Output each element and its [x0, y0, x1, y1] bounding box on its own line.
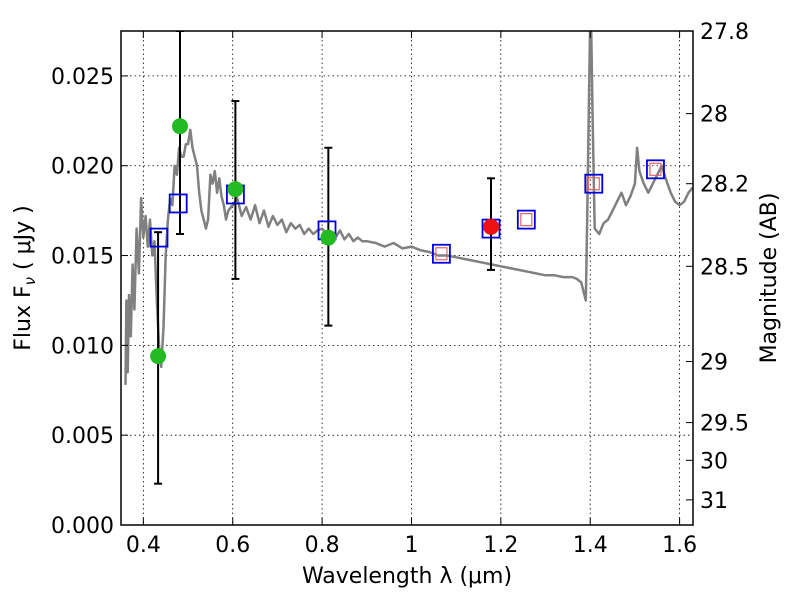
y-axis-title-sub: ν — [21, 277, 39, 285]
blue-square-marker — [584, 173, 604, 194]
blue-square-marker — [432, 243, 451, 264]
tick-layer: 0.4 0.6 0.8 1 1.2 1.4 1.6 0.000 0.005 0.010 0.015 0… — [51, 20, 749, 558]
red-small-square-marker — [649, 162, 662, 176]
green-point-marker — [227, 181, 244, 198]
y-axis-title-unit: ( μJy ) — [11, 205, 36, 277]
x-tick-label: 1.2 — [483, 533, 518, 558]
y-tick-label: 0.005 — [51, 424, 114, 449]
y-tick-label: 0.000 — [51, 514, 114, 539]
blue-square-marker — [149, 227, 169, 248]
blue-square-marker — [516, 209, 536, 230]
green-point-marker — [150, 348, 167, 365]
mag-tick-label: 27.8 — [700, 20, 749, 45]
y-axis-title: Flux Fν ( μJy ) — [11, 205, 39, 350]
x-axis-title: Wavelength λ (μm) — [302, 564, 512, 589]
data-layer — [124, 31, 693, 485]
x-tick-label: 0.8 — [305, 533, 340, 558]
red-small-square-marker — [587, 177, 600, 191]
red-small-square-marker — [435, 247, 448, 261]
grid-layer — [121, 31, 693, 526]
mag-tick-label: 31 — [700, 489, 728, 514]
mag-tick-label: 28 — [700, 103, 728, 128]
y-tick-label: 0.010 — [51, 334, 114, 359]
mag-tick-label: 28.5 — [700, 255, 749, 280]
plot-frame — [120, 30, 694, 526]
y-tick-label: 0.015 — [51, 245, 114, 270]
mag-tick-label: 29 — [700, 351, 728, 376]
y2-axis-title: Magnitude (AB) — [757, 193, 782, 364]
y-axis-title-main: Flux F — [11, 285, 36, 350]
x-tick-label: 1.6 — [662, 533, 697, 558]
blue-square-marker — [646, 159, 665, 180]
x-tick-label: 0.6 — [215, 533, 250, 558]
y-tick-label: 0.020 — [51, 155, 114, 180]
x-tick-label: 0.4 — [126, 533, 161, 558]
mag-tick-label: 28.2 — [700, 173, 749, 198]
mag-tick-label: 30 — [700, 449, 728, 474]
red-small-square-marker — [520, 213, 533, 227]
y-tick-label: 0.025 — [51, 65, 114, 90]
x-tick-label: 1 — [404, 533, 418, 558]
model-spectrum-line — [124, 31, 693, 385]
green-point-marker — [171, 118, 188, 135]
blue-square-marker — [168, 193, 188, 214]
green-point-marker — [320, 229, 337, 246]
mag-tick-label: 29.5 — [700, 412, 749, 437]
red-point-marker — [483, 218, 500, 235]
x-tick-label: 1.4 — [573, 533, 608, 558]
